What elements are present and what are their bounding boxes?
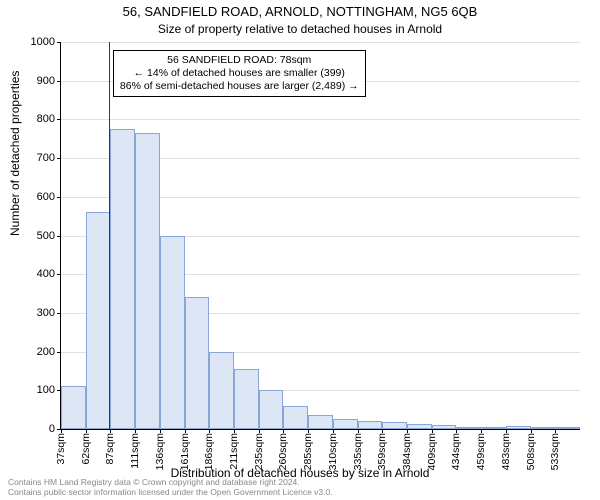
y-tick-label: 300 xyxy=(23,307,55,319)
x-tick-mark xyxy=(333,429,334,433)
y-tick-mark xyxy=(57,274,61,275)
x-tick-mark xyxy=(358,429,359,433)
x-tick-mark xyxy=(481,429,482,433)
y-tick-label: 400 xyxy=(23,268,55,280)
y-tick-label: 1000 xyxy=(23,36,55,48)
x-tick-mark xyxy=(432,429,433,433)
grid-line xyxy=(61,119,580,120)
annotation-line-2: ← 14% of detached houses are smaller (39… xyxy=(120,67,359,80)
grid-line xyxy=(61,42,580,43)
annotation-box: 56 SANDFIELD ROAD: 78sqm ← 14% of detach… xyxy=(113,50,366,97)
y-tick-label: 500 xyxy=(23,230,55,242)
x-tick-mark xyxy=(555,429,556,433)
y-tick-mark xyxy=(57,158,61,159)
histogram-bar xyxy=(209,352,234,429)
x-tick-mark xyxy=(110,429,111,433)
y-tick-mark xyxy=(57,81,61,82)
histogram-bar xyxy=(61,386,86,429)
x-tick-mark xyxy=(209,429,210,433)
x-tick-mark xyxy=(531,429,532,433)
footer-line-2: Contains public sector information licen… xyxy=(8,488,333,498)
plot-area: 56 SANDFIELD ROAD: 78sqm ← 14% of detach… xyxy=(60,42,580,430)
x-tick-mark xyxy=(86,429,87,433)
y-tick-label: 900 xyxy=(23,75,55,87)
y-tick-mark xyxy=(57,197,61,198)
x-tick-mark xyxy=(283,429,284,433)
histogram-bar xyxy=(481,427,506,429)
y-tick-label: 200 xyxy=(23,346,55,358)
histogram-bar xyxy=(110,129,135,429)
histogram-bar xyxy=(160,236,185,430)
x-tick-mark xyxy=(456,429,457,433)
x-tick-mark xyxy=(308,429,309,433)
y-tick-label: 100 xyxy=(23,384,55,396)
x-tick-mark xyxy=(135,429,136,433)
chart-subtitle: Size of property relative to detached ho… xyxy=(0,22,600,36)
x-tick-mark xyxy=(506,429,507,433)
footer-licence: Contains HM Land Registry data © Crown c… xyxy=(8,478,333,498)
histogram-bar xyxy=(308,415,333,429)
histogram-bar xyxy=(86,212,111,429)
y-tick-mark xyxy=(57,352,61,353)
histogram-bar xyxy=(283,406,308,429)
marker-line xyxy=(109,42,110,429)
chart-container: 56, SANDFIELD ROAD, ARNOLD, NOTTINGHAM, … xyxy=(0,0,600,500)
y-axis-label: Number of detached properties xyxy=(8,71,22,236)
histogram-bar xyxy=(135,133,160,429)
y-tick-mark xyxy=(57,42,61,43)
x-tick-mark xyxy=(234,429,235,433)
x-tick-mark xyxy=(185,429,186,433)
histogram-bar xyxy=(234,369,259,429)
chart-title: 56, SANDFIELD ROAD, ARNOLD, NOTTINGHAM, … xyxy=(0,4,600,19)
histogram-bar xyxy=(185,297,210,429)
y-tick-mark xyxy=(57,236,61,237)
y-tick-label: 800 xyxy=(23,113,55,125)
x-tick-mark xyxy=(61,429,62,433)
y-tick-mark xyxy=(57,119,61,120)
x-tick-mark xyxy=(160,429,161,433)
histogram-bar xyxy=(506,426,531,429)
x-tick-mark xyxy=(259,429,260,433)
histogram-bar xyxy=(531,427,556,429)
annotation-line-3: 86% of semi-detached houses are larger (… xyxy=(120,80,359,93)
annotation-line-1: 56 SANDFIELD ROAD: 78sqm xyxy=(120,54,359,67)
x-tick-mark xyxy=(382,429,383,433)
y-tick-label: 0 xyxy=(23,423,55,435)
histogram-bar xyxy=(358,421,383,429)
x-tick-mark xyxy=(407,429,408,433)
y-tick-label: 600 xyxy=(23,191,55,203)
y-tick-label: 700 xyxy=(23,152,55,164)
histogram-bar xyxy=(555,427,580,429)
histogram-bar xyxy=(432,425,457,429)
y-tick-mark xyxy=(57,313,61,314)
histogram-bar xyxy=(407,424,432,429)
histogram-bar xyxy=(333,419,358,429)
histogram-bar xyxy=(456,427,481,429)
histogram-bar xyxy=(259,390,284,429)
histogram-bar xyxy=(382,422,407,429)
